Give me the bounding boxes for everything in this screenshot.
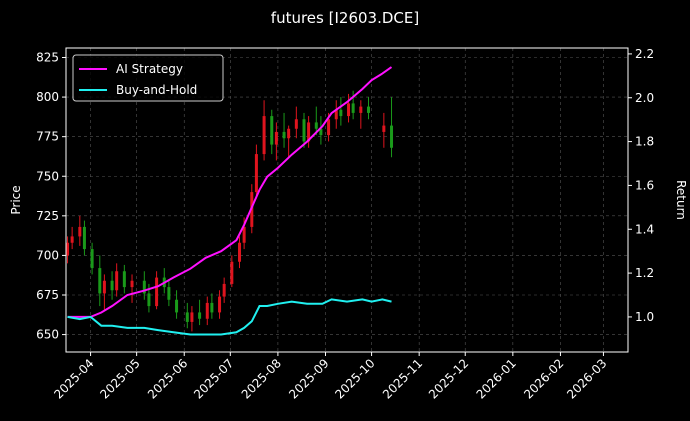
candle-body [270,116,274,145]
candle-body [175,299,179,313]
candle-body [382,125,386,132]
candle-body [242,226,246,243]
candle-body [167,287,171,300]
y-tick-label: 775 [36,130,59,144]
candle-body [198,312,202,319]
plot-frame [65,47,629,353]
x-tick-label: 2025-07 [191,356,236,401]
candle-body [339,109,343,117]
y2-tick-label: 2.2 [635,47,654,61]
candle-body [319,128,323,136]
candle-body [238,242,242,262]
candle-body [359,106,363,113]
candle-body [90,249,94,269]
candle-body [294,119,298,129]
line [67,66,393,318]
x-tick-label: 2025-11 [380,356,425,401]
candle-body [254,154,258,193]
y2-axis-label: Return [674,180,688,220]
candle-body [334,109,338,120]
x-tick-label: 2026-03 [564,356,609,401]
y2-tick-label: 1.2 [635,266,654,280]
candle-body [102,280,106,294]
candle-body [82,226,86,250]
candle-body [366,106,370,113]
y-tick-label: 750 [36,169,59,183]
candle-body [390,125,394,148]
candle-body [122,271,126,288]
candle-body [205,302,209,319]
candle-body [190,312,194,322]
candle-body [274,131,278,145]
legend-label: Buy-and-Hold [116,83,197,97]
candle-body [147,293,151,307]
candle-body [70,236,74,243]
y-tick-label: 675 [36,288,59,302]
candle-body [287,128,291,139]
y-tick-label: 700 [36,248,59,262]
candle-body [115,271,119,291]
candle-body [210,302,214,313]
y-axis-label: Price [9,185,23,214]
y-tick-label: 725 [36,209,59,223]
y2-tick-label: 1.6 [635,178,654,192]
legend-label: AI Strategy [116,62,183,76]
y-tick-label: 825 [36,51,59,65]
y2-tick-label: 1.4 [635,222,654,236]
y-tick-label: 650 [36,328,59,342]
x-tick-label: 2026-01 [474,356,519,401]
candle-body [230,261,234,284]
y2-tick-label: 2.0 [635,91,654,105]
x-tick-label: 2025-09 [286,356,331,401]
candle-body [351,103,355,113]
candle-body [78,226,82,237]
candle-body [302,119,306,142]
chart-title: futures [I2603.DCE] [271,9,419,27]
candle-body [130,280,134,288]
candle-body [142,280,146,294]
y2-tick-label: 1.0 [635,310,654,324]
candle-body [307,122,311,142]
x-tick-label: 2025-10 [332,356,377,401]
candle-body [185,312,189,322]
candle-body [282,131,286,139]
x-tick-label: 2025-04 [51,356,96,401]
candle-body [98,268,102,294]
x-tick-label: 2026-02 [521,356,566,401]
line [67,298,392,336]
candle-body [327,119,331,136]
y2-tick-label: 1.8 [635,135,654,149]
y-tick-label: 800 [36,90,59,104]
x-tick-label: 2025-06 [145,356,190,401]
candle-body [66,242,70,256]
candle-body [347,103,351,117]
candle-body [262,116,266,155]
candle-body [155,277,159,307]
candle-body [314,122,318,129]
legend-box [72,54,224,102]
candle-body [222,283,226,297]
candle-body [110,280,114,291]
candle-body [218,296,222,313]
x-tick-label: 2025-12 [426,356,471,401]
x-tick-label: 2025-08 [239,356,284,401]
x-tick-label: 2025-05 [97,356,142,401]
